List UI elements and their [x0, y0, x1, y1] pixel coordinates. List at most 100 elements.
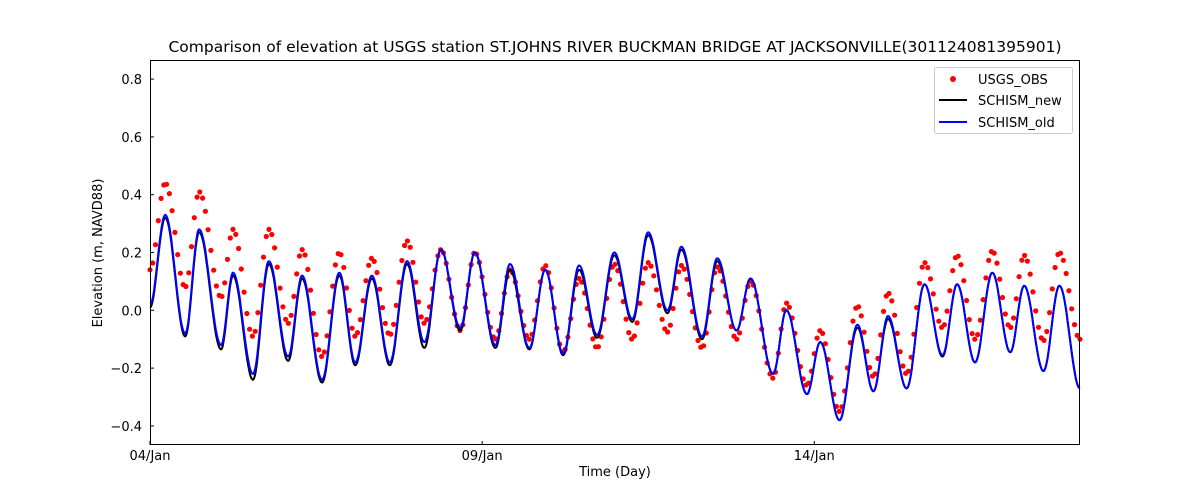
obs-point: [665, 329, 671, 335]
legend-label-obs: USGS_OBS: [978, 73, 1048, 88]
obs-point: [997, 276, 1003, 282]
obs-point: [861, 329, 867, 335]
obs-point: [296, 253, 303, 259]
obs-point: [977, 317, 984, 323]
obs-point: [255, 310, 261, 316]
obs-point: [272, 245, 278, 251]
obs-point: [678, 262, 685, 269]
obs-point: [1030, 289, 1036, 295]
obs-point: [227, 235, 233, 241]
obs-point: [1041, 337, 1047, 343]
obs-point: [543, 263, 549, 269]
obs-point: [341, 264, 347, 271]
obs-point: [1074, 332, 1080, 338]
obs-point: [224, 256, 231, 262]
obs-point: [634, 320, 640, 326]
obs-point: [391, 321, 397, 327]
obs-point: [986, 257, 992, 263]
obs-point: [377, 286, 383, 292]
obs-point: [595, 344, 602, 350]
obs-point: [659, 316, 665, 322]
obs-point: [291, 293, 297, 299]
obs-point: [330, 283, 336, 289]
obs-point: [169, 208, 175, 214]
legend-label-new: SCHISM_new: [978, 94, 1062, 109]
obs-point: [961, 278, 967, 284]
obs-point: [1066, 288, 1072, 294]
obs-point: [922, 260, 928, 266]
obs-point: [172, 229, 178, 235]
obs-point: [681, 266, 687, 272]
obs-point: [155, 218, 161, 224]
obs-point: [1049, 286, 1055, 292]
obs-point: [1027, 271, 1033, 277]
obs-point: [280, 304, 286, 310]
obs-point: [972, 336, 978, 342]
obs-point: [994, 260, 1000, 266]
obs-point: [966, 317, 972, 323]
obs-point: [294, 271, 300, 277]
obs-point: [814, 335, 820, 341]
obs-point: [1019, 257, 1025, 263]
obs-point: [355, 330, 361, 336]
obs-point: [413, 279, 419, 285]
obs-point: [263, 233, 269, 240]
obs-point: [1022, 252, 1028, 259]
obs-point: [889, 298, 895, 304]
obs-point: [933, 306, 939, 312]
obs-point: [944, 308, 950, 314]
obs-point: [900, 363, 906, 369]
obs-point: [651, 273, 657, 279]
y-tick-label: 0.6: [121, 131, 142, 146]
obs-point: [836, 408, 842, 414]
obs-point: [950, 268, 956, 274]
plot-area: [147, 181, 1083, 422]
obs-point: [1071, 322, 1078, 328]
obs-point: [244, 310, 250, 317]
obs-point: [894, 330, 900, 336]
obs-point: [916, 280, 923, 286]
obs-point: [858, 313, 864, 319]
obs-point: [399, 257, 405, 264]
legend-obs-marker: [950, 76, 956, 82]
obs-point: [1060, 257, 1066, 263]
obs-point: [656, 302, 662, 308]
obs-point: [238, 266, 244, 272]
series-line-schism-new: [149, 216, 1081, 422]
obs-point: [1016, 274, 1022, 280]
obs-point: [1035, 324, 1042, 330]
obs-point: [1013, 296, 1019, 302]
obs-point: [277, 285, 283, 291]
obs-point: [183, 283, 189, 290]
obs-point: [734, 336, 740, 342]
obs-point: [194, 194, 200, 200]
obs-point: [349, 325, 355, 331]
obs-point: [164, 181, 170, 187]
obs-point: [366, 262, 372, 268]
obs-point: [352, 333, 358, 339]
obs-point: [269, 231, 275, 238]
obs-point: [382, 320, 388, 326]
obs-point: [313, 331, 319, 338]
obs-point: [1052, 264, 1058, 271]
obs-point: [343, 285, 350, 291]
obs-point: [346, 307, 352, 313]
obs-point: [612, 261, 618, 267]
obs-point: [363, 278, 369, 284]
obs-point: [236, 245, 242, 252]
obs-point: [252, 328, 258, 334]
obs-point: [407, 244, 413, 250]
obs-point: [319, 353, 325, 359]
obs-point: [645, 260, 651, 266]
obs-point: [186, 270, 192, 276]
obs-point: [850, 318, 856, 324]
obs-point: [1069, 306, 1075, 312]
obs-point: [1002, 311, 1008, 317]
obs-point: [332, 262, 338, 268]
obs-point: [316, 347, 322, 353]
obs-point: [241, 289, 247, 295]
obs-point: [975, 332, 981, 338]
obs-point: [418, 314, 424, 320]
obs-point: [393, 302, 399, 308]
